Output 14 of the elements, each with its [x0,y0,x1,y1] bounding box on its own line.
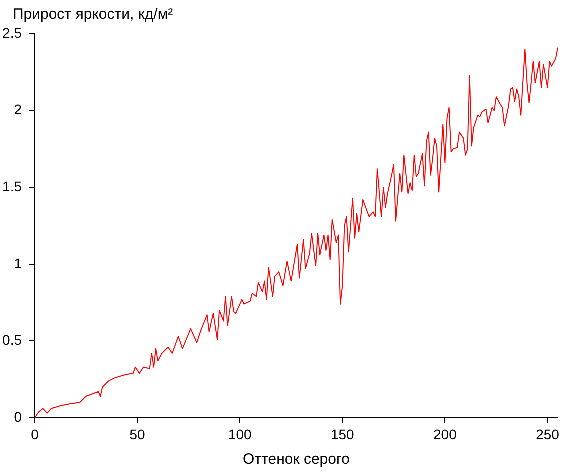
y-tick-label: 1.5 [2,178,22,194]
y-tick-label: 0 [14,408,22,425]
x-tick-label: 200 [434,426,458,442]
x-axis-title: Оттенок серого [243,451,350,468]
x-tick-label: 150 [330,426,355,442]
x-tick-label: 0 [31,426,40,442]
y-axis-title: Прирост яркости, кд/м² [13,6,174,23]
x-tick-label: 250 [536,426,560,442]
y-tick-label: 0.5 [2,332,22,348]
x-tick-label: 100 [228,426,252,442]
y-tick-label: 2.5 [2,24,22,41]
y-tick-label: 2 [14,102,22,118]
y-tick-label: 1 [14,255,22,272]
x-tick-label: 50 [130,426,146,442]
